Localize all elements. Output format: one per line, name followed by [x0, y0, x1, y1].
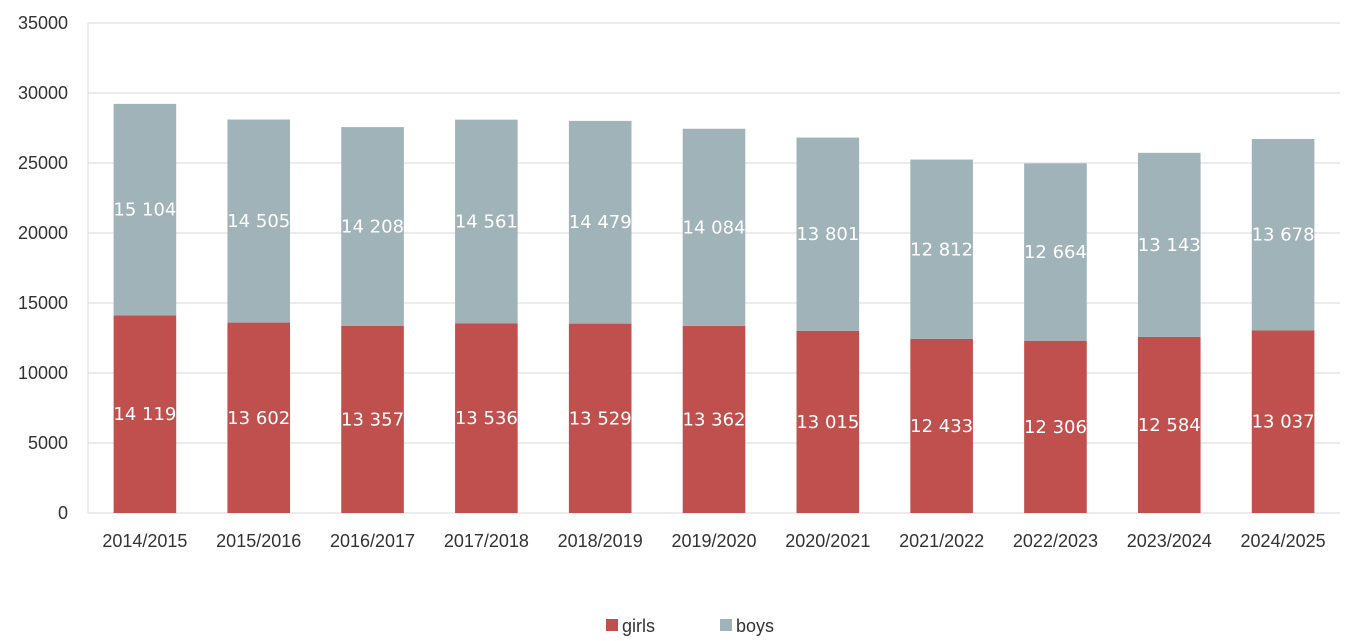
bars	[113, 103, 1315, 513]
bar-girls	[1024, 340, 1087, 513]
bar-girls	[796, 330, 860, 513]
x-tick-label: 2020/2021	[785, 531, 870, 551]
data-label-boys: 13 143	[1138, 235, 1201, 256]
y-tick-label: 30000	[18, 83, 68, 103]
data-label-boys: 15 104	[113, 200, 176, 221]
bar-girls	[341, 326, 404, 513]
bar-girls	[227, 322, 291, 513]
y-tick-label: 5000	[28, 433, 68, 453]
data-label-girls: 14 119	[113, 404, 176, 425]
y-tick-label: 25000	[18, 153, 68, 173]
y-tick-label: 35000	[18, 13, 68, 33]
legend-swatch	[606, 619, 618, 631]
bar-boys	[1137, 152, 1201, 337]
data-label-boys: 12 664	[1024, 242, 1087, 263]
bar-girls	[910, 338, 973, 513]
data-label-girls: 13 362	[683, 409, 746, 430]
data-label-boys: 14 479	[569, 212, 632, 233]
data-label-boys: 14 208	[341, 217, 404, 238]
bar-boys	[568, 120, 632, 324]
bar-boys	[341, 127, 404, 327]
bar-boys	[1251, 138, 1315, 331]
legend-label: boys	[736, 616, 774, 636]
data-label-boys: 14 084	[683, 217, 746, 238]
data-label-girls: 13 015	[796, 412, 859, 433]
legend-item-boys: boys	[720, 616, 774, 636]
x-tick-label: 2016/2017	[330, 531, 415, 551]
legend-label: girls	[622, 616, 655, 636]
x-tick-label: 2021/2022	[899, 531, 984, 551]
x-tick-label: 2017/2018	[444, 531, 529, 551]
data-label-boys: 14 561	[455, 212, 518, 233]
data-label-girls: 13 037	[1252, 412, 1315, 433]
bar-boys	[796, 137, 860, 331]
y-tick-label: 15000	[18, 293, 68, 313]
x-tick-label: 2023/2024	[1127, 531, 1212, 551]
data-label-girls: 13 529	[569, 408, 632, 429]
bar-boys	[227, 119, 291, 323]
x-tick-label: 2014/2015	[102, 531, 187, 551]
data-label-girls: 13 357	[341, 410, 404, 431]
data-label-girls: 12 306	[1024, 417, 1087, 438]
x-tick-label: 2018/2019	[558, 531, 643, 551]
x-tick-label: 2022/2023	[1013, 531, 1098, 551]
data-label-boys: 13 801	[796, 224, 859, 245]
bar-girls	[1251, 330, 1315, 513]
legend-swatch	[720, 619, 732, 631]
bar-boys	[1024, 163, 1087, 341]
data-labels: 14 119 15 104 13 602 14 505 13 357 14 208 13 5…	[113, 200, 1314, 438]
bar-boys	[910, 159, 973, 339]
data-label-boys: 13 678	[1252, 225, 1315, 246]
data-label-girls: 13 536	[455, 408, 518, 429]
x-tick-label: 2015/2016	[216, 531, 301, 551]
bar-girls	[682, 325, 746, 513]
bar-girls	[1137, 336, 1201, 513]
data-label-boys: 14 505	[227, 211, 290, 232]
y-tick-label: 0	[58, 503, 68, 523]
data-label-girls: 12 433	[910, 416, 973, 437]
bar-boys	[455, 119, 518, 324]
bar-girls	[455, 323, 518, 513]
bar-boys	[113, 103, 177, 316]
bar-girls	[568, 323, 632, 513]
y-axis-ticks: 0 5000 10000 15000 20000 25000 30000 35000	[18, 13, 68, 523]
data-label-boys: 12 812	[910, 239, 973, 260]
legend: girls boys	[606, 616, 774, 636]
x-tick-label: 2024/2025	[1241, 531, 1326, 551]
y-tick-label: 10000	[18, 363, 68, 383]
bar-girls	[113, 315, 177, 513]
bar-boys	[682, 128, 746, 326]
y-tick-label: 20000	[18, 223, 68, 243]
legend-item-girls: girls	[606, 616, 655, 636]
data-label-girls: 13 602	[227, 408, 290, 429]
x-tick-label: 2019/2020	[671, 531, 756, 551]
data-label-girls: 12 584	[1138, 415, 1201, 436]
x-axis-ticks: 2014/2015 2015/2016 2016/2017 2017/2018 2018…	[102, 531, 1325, 551]
